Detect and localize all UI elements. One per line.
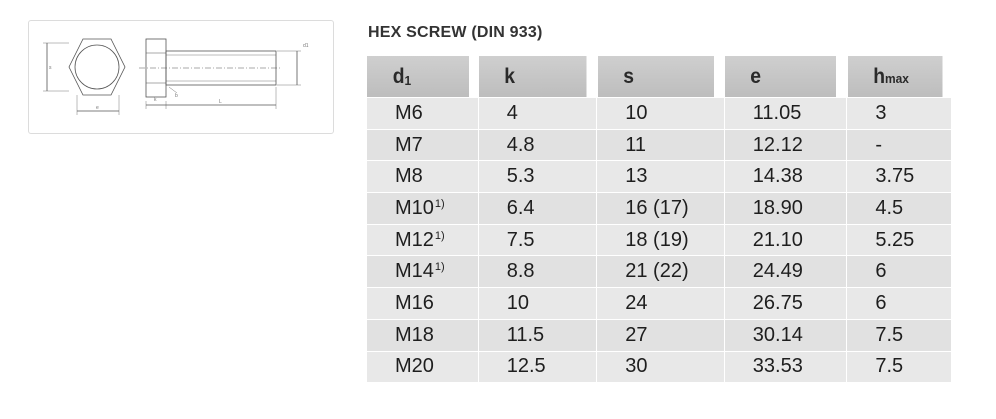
hex-outline <box>68 38 126 96</box>
table-row: M141) 8.8 21 (22) 24.49 6 <box>367 255 951 288</box>
cell-s: 27 <box>596 318 725 351</box>
table-row: M18 11.5 27 30.14 7.5 <box>367 318 951 351</box>
table-header-row: d1 k s e hmax <box>367 56 951 98</box>
header-hmax: hmax <box>846 56 943 98</box>
cell-k: 11.5 <box>477 318 597 351</box>
cell-hmax: 3.75 <box>846 160 951 193</box>
label-k: k <box>154 97 157 103</box>
header-d1: d1 <box>367 56 470 98</box>
label-s: s <box>49 65 52 71</box>
cell-s: 30 <box>596 350 725 383</box>
cell-e: 30.14 <box>723 318 847 351</box>
cell-hmax: 6 <box>846 287 951 320</box>
cell-d1: M20 <box>367 350 479 383</box>
cell-e: 21.10 <box>723 223 847 256</box>
cell-d1: M121) <box>367 223 479 256</box>
technical-drawing-card: s e k b L d1 <box>28 20 334 134</box>
cell-d1: M16 <box>367 287 479 320</box>
cell-hmax: - <box>846 128 951 161</box>
table-row: M101) 6.4 16 (17) 18.90 4.5 <box>367 192 951 225</box>
cell-e: 18.90 <box>723 192 847 225</box>
cell-k: 10 <box>477 287 597 320</box>
table-row: M16 10 24 26.75 6 <box>367 287 951 320</box>
header-e: e <box>723 56 838 98</box>
cell-s: 13 <box>596 160 725 193</box>
cell-hmax: 5.25 <box>846 223 951 256</box>
cell-hmax: 3 <box>846 97 951 130</box>
cell-hmax: 4.5 <box>846 192 951 225</box>
cell-e: 11.05 <box>723 97 847 130</box>
cell-s: 24 <box>596 287 725 320</box>
hex-inscribed-circle <box>74 44 120 90</box>
cell-hmax: 6 <box>846 255 951 288</box>
cell-k: 7.5 <box>477 223 597 256</box>
table-row: M20 12.5 30 33.53 7.5 <box>367 350 951 383</box>
page-title: HEX SCREW (DIN 933) <box>368 24 543 41</box>
cell-hmax: 7.5 <box>846 318 951 351</box>
label-b: b <box>175 93 178 99</box>
cell-k: 4 <box>477 97 597 130</box>
header-k: k <box>477 56 588 98</box>
cell-s: 18 (19) <box>596 223 725 256</box>
cell-d1: M8 <box>367 160 479 193</box>
cell-s: 16 (17) <box>596 192 725 225</box>
label-e: e <box>96 105 99 111</box>
cell-e: 14.38 <box>723 160 847 193</box>
cell-e: 12.12 <box>723 128 847 161</box>
cell-k: 8.8 <box>477 255 597 288</box>
cell-s: 10 <box>596 97 725 130</box>
dimension-table: d1 k s e hmax M6 4 10 11.05 3 M7 4.8 11 … <box>367 56 951 383</box>
cell-k: 6.4 <box>477 192 597 225</box>
cell-d1: M101) <box>367 192 479 225</box>
table-row: M8 5.3 13 14.38 3.75 <box>367 160 951 193</box>
table-row: M6 4 10 11.05 3 <box>367 97 951 130</box>
cell-e: 26.75 <box>723 287 847 320</box>
cell-d1: M6 <box>367 97 479 130</box>
cell-k: 12.5 <box>477 350 597 383</box>
cell-s: 21 (22) <box>596 255 725 288</box>
cell-s: 11 <box>596 128 725 161</box>
cell-e: 24.49 <box>723 255 847 288</box>
header-s: s <box>596 56 715 98</box>
label-d1: d1 <box>303 43 309 49</box>
table-row: M7 4.8 11 12.12 - <box>367 128 951 161</box>
cell-d1: M18 <box>367 318 479 351</box>
cell-d1: M7 <box>367 128 479 161</box>
label-L: L <box>219 99 222 105</box>
cell-d1: M141) <box>367 255 479 288</box>
cell-k: 4.8 <box>477 128 597 161</box>
table-row: M121) 7.5 18 (19) 21.10 5.25 <box>367 223 951 256</box>
cell-hmax: 7.5 <box>846 350 951 383</box>
cell-e: 33.53 <box>723 350 847 383</box>
hex-screw-drawing: s e k b L d1 <box>43 38 309 115</box>
cell-k: 5.3 <box>477 160 597 193</box>
